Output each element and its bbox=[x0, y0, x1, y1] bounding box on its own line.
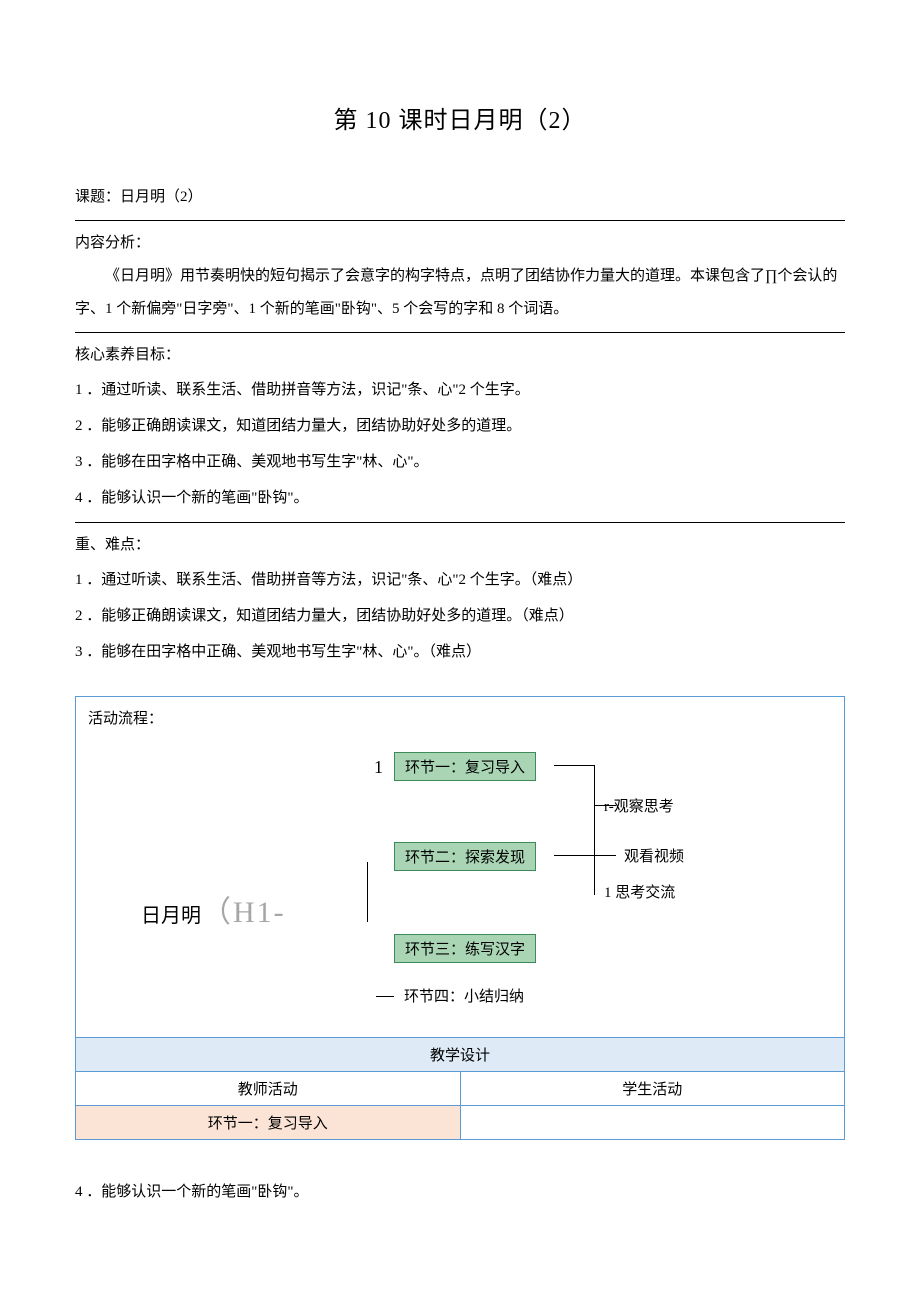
goal-item: 2 ．能够正确朗读课文，知道团结力量大，团结协助好处多的道理。 bbox=[75, 408, 845, 444]
flow-right-1: r-观察思考 bbox=[604, 795, 674, 816]
flow-bracket-num: 1 bbox=[374, 757, 383, 778]
flow-left-border bbox=[367, 862, 368, 922]
goal-item: 3 ．能够在田字格中正确、美观地书写生字"林、心"。 bbox=[75, 444, 845, 480]
flow-node-4: 环节四：小结归纳 bbox=[394, 982, 534, 1009]
goal-item: 1 ．通过听读、联系生活、借助拼音等方法，识记"条、心"2 个生字。 bbox=[75, 372, 845, 408]
student-activity-header: 学生活动 bbox=[461, 1072, 845, 1105]
flow-right-2: 观看视频 bbox=[624, 845, 684, 866]
topic-section: 课题：日月明（2） bbox=[75, 175, 845, 221]
goals-section: 核心素养目标： 1 ．通过听读、联系生活、借助拼音等方法，识记"条、心"2 个生… bbox=[75, 333, 845, 523]
point-item: 3 ．能够在田字格中正确、美观地书写生字"林、心"。（难点） bbox=[75, 634, 845, 670]
flow-connector bbox=[376, 996, 394, 997]
flow-left-title: 日月明（H1- bbox=[141, 887, 286, 931]
flow-connector bbox=[554, 765, 594, 766]
flow-container: 活动流程： 日月明（H1- 1 环节一：复习导入 环节二：探索发现 环节三：练写… bbox=[75, 696, 845, 1140]
flow-node-3: 环节三：练写汉字 bbox=[394, 934, 536, 963]
goal-item: 4 ．能够认识一个新的笔画"卧钩"。 bbox=[75, 480, 845, 516]
footer-line: 4 ．能够认识一个新的笔画"卧钩"。 bbox=[75, 1180, 845, 1201]
phase-label: 环节一：复习导入 bbox=[76, 1106, 461, 1139]
flow-left-main: 日月明 bbox=[141, 905, 201, 927]
phase-row: 环节一：复习导入 bbox=[76, 1105, 844, 1139]
flow-node-2: 环节二：探索发现 bbox=[394, 842, 536, 871]
design-header: 教学设计 bbox=[76, 1037, 844, 1071]
flow-right-3: 1 思考交流 bbox=[604, 881, 675, 902]
flow-section-label: 活动流程： bbox=[88, 707, 832, 728]
flow-area: 活动流程： 日月明（H1- 1 环节一：复习导入 环节二：探索发现 环节三：练写… bbox=[76, 697, 844, 1037]
topic-label: 课题：日月明（2） bbox=[75, 181, 845, 214]
point-item: 2 ．能够正确朗读课文，知道团结力量大，团结协助好处多的道理。（难点） bbox=[75, 598, 845, 634]
teacher-activity-header: 教师活动 bbox=[76, 1072, 461, 1105]
analysis-section: 内容分析： 《日月明》用节奏明快的短句揭示了会意字的构字特点，点明了团结协作力量… bbox=[75, 221, 845, 333]
goals-label: 核心素养目标： bbox=[75, 339, 845, 372]
point-item: 1 ．通过听读、联系生活、借助拼音等方法，识记"条、心"2 个生字。（难点） bbox=[75, 562, 845, 598]
flow-connector bbox=[554, 855, 594, 856]
flow-node-1: 环节一：复习导入 bbox=[394, 752, 536, 781]
points-label: 重、难点： bbox=[75, 529, 845, 562]
flow-connector bbox=[594, 855, 616, 856]
flow-left-paren: （H1- bbox=[201, 896, 286, 929]
page-title: 第 10 课时日月明（2） bbox=[75, 100, 845, 135]
activity-header-row: 教师活动 学生活动 bbox=[76, 1071, 844, 1105]
flow-connector bbox=[594, 765, 595, 895]
points-section: 重、难点： 1 ．通过听读、联系生活、借助拼音等方法，识记"条、心"2 个生字。… bbox=[75, 523, 845, 676]
analysis-label: 内容分析： bbox=[75, 227, 845, 260]
phase-empty bbox=[461, 1106, 845, 1139]
analysis-body: 《日月明》用节奏明快的短句揭示了会意字的构字特点，点明了团结协作力量大的道理。本… bbox=[75, 260, 845, 326]
